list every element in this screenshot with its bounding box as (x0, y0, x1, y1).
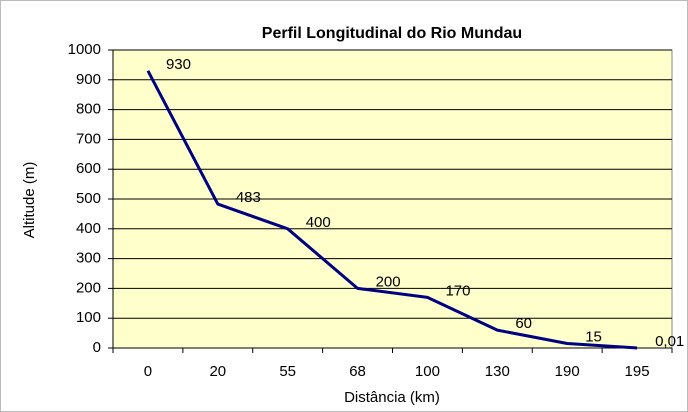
data-label: 15 (585, 328, 602, 345)
chart-title: Perfil Longitudinal do Rio Mundau (262, 25, 522, 42)
data-label: 483 (236, 189, 261, 206)
data-label: 930 (166, 56, 191, 73)
x-tick-label: 0 (144, 363, 152, 380)
y-tick-label: 800 (76, 101, 101, 118)
x-tick-label: 55 (279, 363, 296, 380)
line (146, 70, 638, 350)
x-axis-label: Distância (km) (344, 389, 440, 406)
y-tick-label: 100 (76, 309, 101, 326)
y-axis-label: Altitude (m) (21, 162, 38, 239)
x-tick-label: 130 (485, 363, 510, 380)
x-tick-label: 195 (625, 363, 650, 380)
y-tick-label: 0 (93, 339, 101, 356)
y-tick-label: 600 (76, 160, 101, 177)
data-label: 0,01 (655, 333, 684, 350)
x-tick-label: 68 (349, 363, 366, 380)
y-tick-label: 400 (76, 220, 101, 237)
y-tick-label: 300 (76, 250, 101, 267)
data-label: 60 (515, 315, 532, 332)
y-tick-label: 500 (76, 190, 101, 207)
data-label: 170 (445, 282, 470, 299)
y-tick-label: 700 (76, 130, 101, 147)
data-label: 200 (376, 273, 401, 290)
x-tick-label: 20 (209, 363, 226, 380)
x-tick-label: 190 (555, 363, 580, 380)
x-tick-label: 100 (415, 363, 440, 380)
y-tick-label: 200 (76, 279, 101, 296)
y-tick-label: 900 (76, 71, 101, 88)
data-label: 400 (306, 214, 331, 231)
y-tick-label: 1000 (68, 41, 101, 58)
